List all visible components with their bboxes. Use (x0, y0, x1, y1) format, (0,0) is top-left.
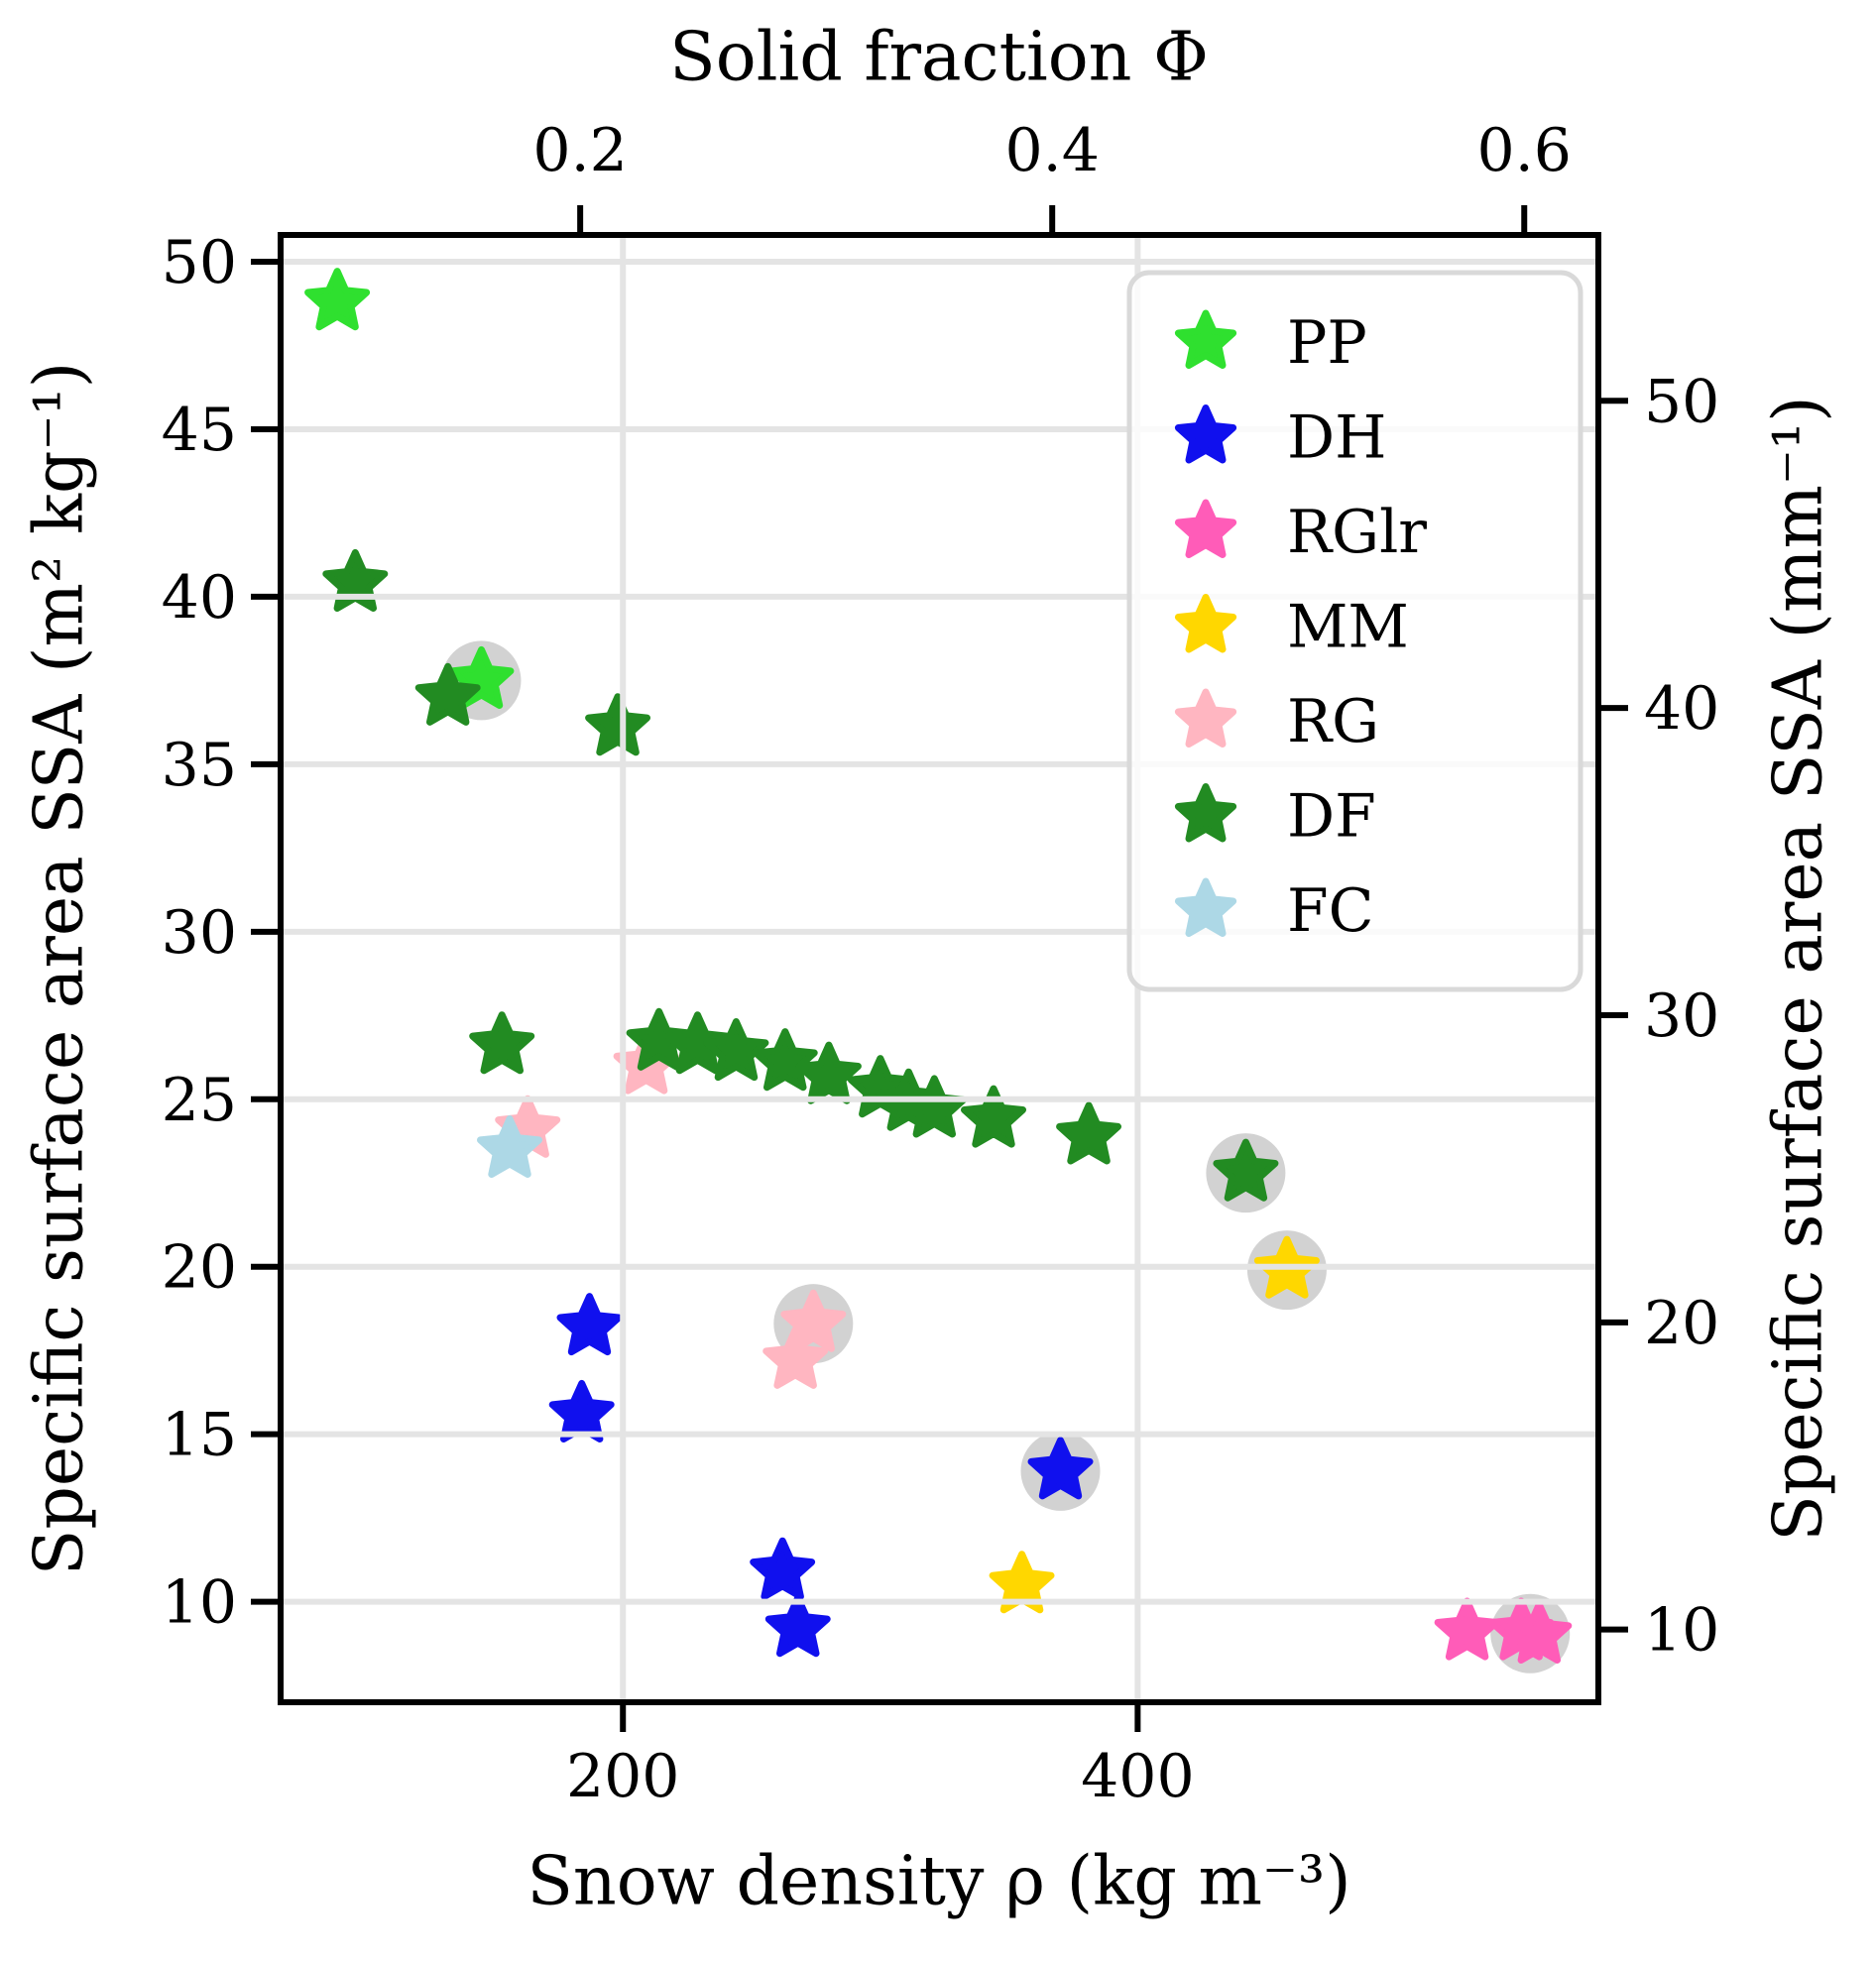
data-point-df (703, 1018, 769, 1082)
y-tick-label: 30 (162, 898, 237, 968)
legend-label: FC (1287, 876, 1374, 946)
data-point-df (752, 1028, 818, 1092)
data-point-dh (548, 1379, 615, 1443)
legend-label: RG (1287, 687, 1379, 756)
data-point-dh (764, 1594, 831, 1658)
right-tick-label: 40 (1644, 674, 1719, 744)
data-point-dh (556, 1293, 623, 1356)
top-tick-label: 0.2 (532, 116, 627, 185)
legend-label: RGlr (1287, 498, 1427, 567)
right-axis-title: Specific surface area SSA (mm⁻¹) (1759, 396, 1838, 1542)
data-point-pp (304, 268, 371, 331)
data-point-df (1213, 1138, 1279, 1202)
right-tick-label: 50 (1644, 367, 1719, 436)
data-point-df (322, 548, 389, 612)
y-tick-label: 45 (162, 396, 237, 465)
data-point-df (469, 1011, 535, 1075)
data-point-df (414, 662, 481, 726)
data-point-df (961, 1085, 1026, 1148)
x-tick-label: 200 (566, 1742, 680, 1811)
plot-frame (278, 232, 1601, 1705)
data-point-dh (1027, 1437, 1094, 1500)
top-tick-label: 0.4 (1004, 116, 1099, 185)
data-point-df (795, 1041, 862, 1104)
legend-label: MM (1287, 593, 1409, 662)
legend-label: PP (1287, 308, 1367, 378)
y-axis-title: Specific surface area SSA (m² kg⁻¹) (20, 361, 99, 1576)
legend-marker-icon (1174, 688, 1237, 748)
top-tick-label: 0.6 (1477, 116, 1572, 185)
legend-box (1126, 270, 1583, 992)
right-tick-label: 10 (1644, 1596, 1719, 1666)
legend-marker-icon (1174, 877, 1237, 937)
legend-label: DH (1287, 404, 1386, 473)
y-tick-label: 15 (162, 1401, 237, 1470)
legend-marker-icon (1174, 309, 1237, 369)
legend-marker-icon (1174, 404, 1237, 464)
data-point-rglr (1434, 1597, 1500, 1661)
right-tick-label: 30 (1644, 981, 1719, 1051)
top-axis-title: Solid fraction Φ (669, 18, 1209, 97)
legend-marker-icon (1174, 499, 1237, 558)
y-tick-label: 25 (162, 1066, 237, 1135)
data-point-rg (762, 1326, 829, 1389)
legend-marker-icon (1174, 594, 1237, 653)
x-axis-title: Snow density ρ (kg m⁻³) (527, 1842, 1351, 1921)
legend-marker-icon (1174, 783, 1237, 843)
data-point-fc (477, 1115, 542, 1178)
data-point-df (664, 1011, 731, 1075)
legend-label: DF (1287, 782, 1376, 852)
right-tick-label: 20 (1644, 1289, 1719, 1358)
y-tick-label: 40 (162, 563, 237, 633)
y-tick-label: 20 (162, 1233, 237, 1303)
y-tick-label: 35 (162, 731, 237, 800)
data-point-df (585, 693, 650, 756)
data-point-dh (750, 1537, 816, 1600)
data-point-rglr (1506, 1600, 1573, 1664)
data-point-df (1056, 1101, 1121, 1165)
y-tick-label: 10 (162, 1568, 237, 1638)
x-tick-label: 400 (1081, 1742, 1195, 1811)
y-tick-label: 50 (162, 228, 237, 297)
